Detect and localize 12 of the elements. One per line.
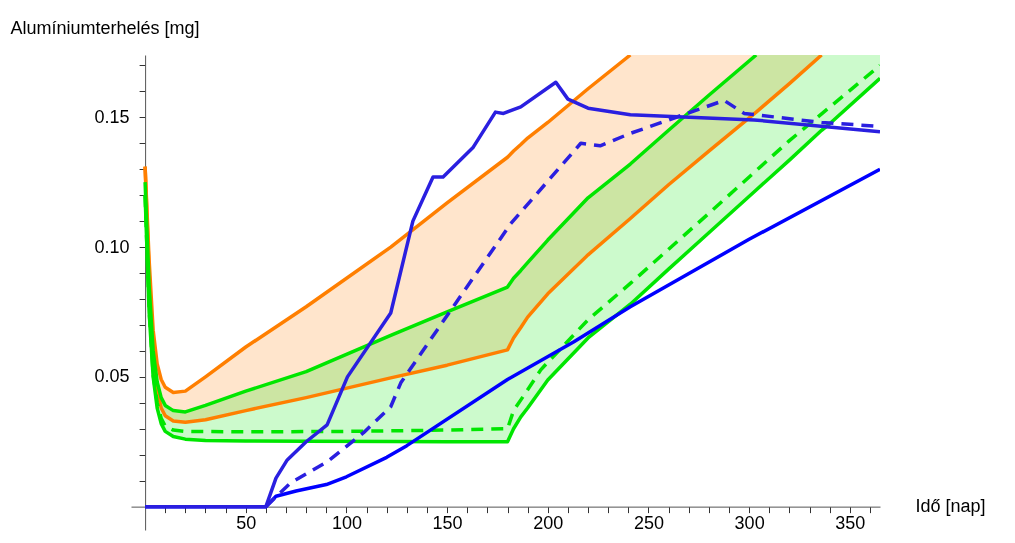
- x-tick-label: 300: [734, 513, 765, 534]
- y-axis-title: Alumíniumterhelés [mg]: [10, 17, 200, 38]
- x-tick-label: 350: [835, 513, 866, 534]
- x-tick-label: 250: [633, 513, 664, 534]
- x-tick-label: 50: [236, 513, 257, 534]
- y-tick-label: 0.10: [94, 236, 130, 257]
- y-tick-label: 0.05: [94, 366, 130, 387]
- x-axis-title: Idő [nap]: [915, 496, 986, 517]
- y-tick-label: 0.15: [94, 106, 130, 127]
- x-tick-label: 150: [432, 513, 463, 534]
- x-tick-label: 200: [533, 513, 564, 534]
- x-tick-label: 100: [331, 513, 362, 534]
